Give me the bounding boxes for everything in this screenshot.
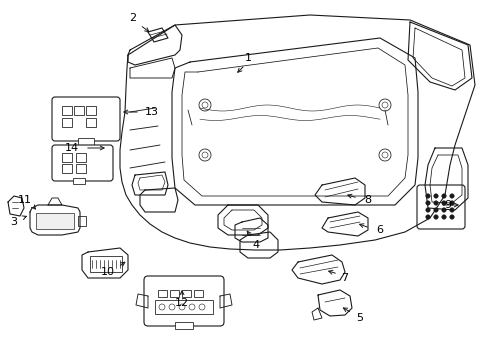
Text: 5: 5 bbox=[357, 313, 364, 323]
Circle shape bbox=[379, 99, 391, 111]
Circle shape bbox=[426, 201, 430, 205]
Text: 3: 3 bbox=[10, 217, 18, 227]
Bar bbox=[78, 216, 86, 226]
Bar bbox=[62, 106, 72, 115]
FancyBboxPatch shape bbox=[144, 276, 224, 326]
Bar bbox=[155, 300, 213, 314]
Circle shape bbox=[450, 201, 454, 205]
Bar bbox=[158, 290, 167, 297]
Circle shape bbox=[426, 215, 430, 219]
Bar bbox=[182, 290, 191, 297]
Bar bbox=[74, 106, 84, 115]
Text: 1: 1 bbox=[245, 53, 251, 63]
Circle shape bbox=[442, 215, 446, 219]
Circle shape bbox=[382, 152, 388, 158]
Circle shape bbox=[434, 201, 438, 205]
Bar bbox=[78, 138, 94, 146]
Circle shape bbox=[450, 194, 454, 198]
Circle shape bbox=[169, 304, 175, 310]
Bar bbox=[76, 164, 86, 173]
Text: 12: 12 bbox=[175, 298, 189, 308]
FancyBboxPatch shape bbox=[52, 145, 113, 181]
Circle shape bbox=[199, 99, 211, 111]
Circle shape bbox=[159, 304, 165, 310]
Text: 13: 13 bbox=[145, 107, 159, 117]
Circle shape bbox=[434, 194, 438, 198]
FancyBboxPatch shape bbox=[52, 97, 120, 141]
Text: 2: 2 bbox=[129, 13, 137, 23]
Circle shape bbox=[442, 194, 446, 198]
Text: 14: 14 bbox=[65, 143, 79, 153]
Bar bbox=[194, 290, 203, 297]
Circle shape bbox=[199, 304, 205, 310]
Bar bbox=[36, 213, 74, 229]
Text: 11: 11 bbox=[18, 195, 32, 205]
Bar bbox=[86, 118, 96, 127]
Text: 7: 7 bbox=[342, 273, 348, 283]
Bar bbox=[62, 164, 72, 173]
Circle shape bbox=[199, 149, 211, 161]
Text: 8: 8 bbox=[365, 195, 371, 205]
Circle shape bbox=[379, 149, 391, 161]
Bar bbox=[175, 322, 193, 329]
Circle shape bbox=[450, 215, 454, 219]
Circle shape bbox=[426, 194, 430, 198]
Bar bbox=[62, 153, 72, 162]
Bar bbox=[62, 118, 72, 127]
Circle shape bbox=[179, 304, 185, 310]
Circle shape bbox=[442, 208, 446, 212]
Bar bbox=[76, 153, 86, 162]
Circle shape bbox=[189, 304, 195, 310]
Circle shape bbox=[434, 208, 438, 212]
Circle shape bbox=[202, 102, 208, 108]
Text: 6: 6 bbox=[376, 225, 384, 235]
FancyBboxPatch shape bbox=[417, 185, 465, 229]
Circle shape bbox=[442, 201, 446, 205]
Bar bbox=[170, 290, 179, 297]
Bar bbox=[86, 106, 96, 115]
Circle shape bbox=[426, 208, 430, 212]
Circle shape bbox=[450, 208, 454, 212]
Text: 10: 10 bbox=[101, 267, 115, 277]
Text: 9: 9 bbox=[444, 200, 452, 210]
Circle shape bbox=[202, 152, 208, 158]
Text: 4: 4 bbox=[252, 240, 260, 250]
Circle shape bbox=[382, 102, 388, 108]
Bar bbox=[90, 256, 122, 272]
Circle shape bbox=[434, 215, 438, 219]
Bar bbox=[73, 178, 85, 184]
